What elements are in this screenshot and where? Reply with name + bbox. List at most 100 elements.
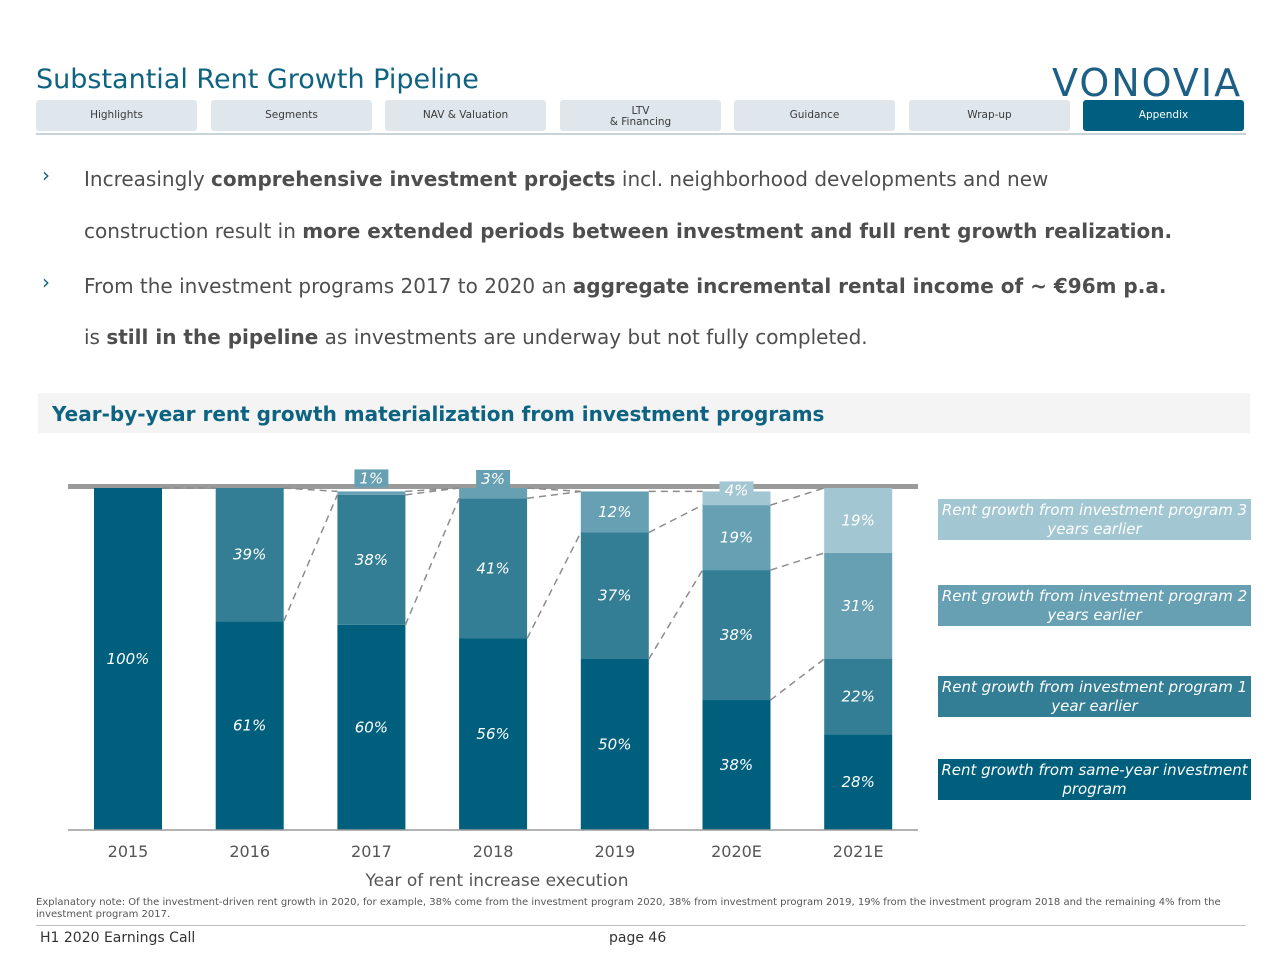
chevron-right-icon: › [42,270,50,294]
legend-label: Rent growth from investment program 2 ye… [941,587,1248,624]
data-label: 100% [107,650,150,668]
dashed-connector [526,532,582,639]
footer-event: H1 2020 Earnings Call [40,930,196,946]
legend-item-three-years: Rent growth from investment program 3 ye… [938,499,1251,540]
bar-segment [337,624,406,830]
data-label: 39% [233,546,266,564]
tab-appendix[interactable]: Appendix [1083,100,1244,131]
data-label: 1% [360,469,384,487]
dashed-connector [770,552,825,571]
bar-segment [702,700,771,830]
data-label: 61% [233,717,266,735]
tab-nav-valuation[interactable]: NAV & Valuation [385,100,546,131]
tab-wrap-up[interactable]: Wrap-up [909,100,1070,131]
dashed-connector [527,487,581,493]
text-run: Increasingly [84,167,212,191]
dashed-connector [770,487,825,506]
nav-divider [36,133,1246,135]
bar-segment [702,570,771,701]
dashed-connector [283,487,338,493]
data-label: 56% [476,725,509,743]
small-label-bg [719,481,754,500]
data-label: 50% [598,736,631,754]
vonovia-logo: VONOVIA [1052,61,1242,102]
svg-text:VONOVIA: VONOVIA [1052,61,1242,102]
x-tick-label: 2019 [594,842,635,861]
data-label: 31% [842,597,875,615]
tab-segments[interactable]: Segments [211,100,372,131]
tab-guidance[interactable]: Guidance [734,100,895,131]
bullet-1-line-2: construction result in more extended per… [84,219,1172,243]
dashed-connector [527,490,581,500]
dashed-connector [648,569,704,660]
x-tick-label: 2020E [711,842,762,861]
legend-label: Rent growth from investment program 1 ye… [941,678,1248,715]
text-run: From the investment programs 2017 to 202… [84,274,573,298]
bar-segment [459,488,528,499]
bar-segment [580,659,649,830]
bar-segment [337,494,406,625]
dashed-connector [405,487,460,496]
bar-segment [580,532,649,659]
x-tick-label: 2015 [108,842,149,861]
bar-segment [824,659,893,735]
bullet-2-line-2: is still in the pipeline as investments … [84,325,868,349]
page-number: page 46 [609,930,667,946]
data-label: 3% [481,470,505,488]
bold-text-run: still in the pipeline [106,325,319,349]
section-heading: Year-by-year rent growth materialization… [52,402,825,426]
text-run: incl. neighborhood developments and new [615,167,1049,191]
data-label: 28% [842,773,875,791]
data-label: 22% [842,688,875,706]
data-label: 41% [476,559,509,577]
text-run: is [84,325,107,349]
bar-segment [94,488,162,830]
x-tick-label: 2016 [229,842,270,861]
data-label: 19% [842,511,875,529]
x-tick-label: 2017 [351,842,392,861]
bar-segment [824,734,893,830]
dashed-connector [405,487,460,493]
data-label: 12% [598,503,631,521]
bar-segment [459,638,528,830]
text-run: as investments are underway but not full… [318,325,868,349]
x-tick-label: 2018 [473,842,514,861]
small-label-bg [476,470,511,488]
footer-divider [36,925,1246,926]
legend-label: Rent growth from same-year investment pr… [941,761,1248,798]
chevron-right-icon: › [42,163,50,187]
bar-segment [215,621,284,830]
bar-segment [459,498,528,639]
data-label: 38% [720,756,753,774]
dashed-connector [770,658,825,701]
bar-segment [824,552,893,659]
legend-item-same-year: Rent growth from same-year investment pr… [938,759,1251,800]
text-run: construction result in [84,219,303,243]
data-label: 37% [598,587,631,605]
bar-segment [824,488,893,553]
legend-item-two-years: Rent growth from investment program 2 ye… [938,585,1251,626]
bar-segment [580,491,649,533]
dashed-connector [648,504,703,534]
bar-segment [702,505,771,571]
data-label: 38% [355,551,388,569]
stacked-bar-chart: 100% 2015 61% 39% 2016 60% 38% 1% 2017 56% 41% 3% 20… [68,469,918,891]
tab-highlights[interactable]: Highlights [36,100,197,131]
bullet-1-line-1: Increasingly comprehensive investment pr… [84,167,1048,191]
bold-text-run: aggregate incremental rental income of ~… [572,274,1167,298]
dashed-connector [404,497,460,626]
explanatory-note: Explanatory note: Of the investment-driv… [36,897,1221,920]
bullet-2-line-1: From the investment programs 2017 to 202… [84,274,1166,298]
x-tick-label: 2021E [833,842,884,861]
legend-label: Rent growth from investment program 3 ye… [941,501,1248,538]
x-axis-label: Year of rent increase execution [364,871,628,891]
bold-text-run: comprehensive investment projects [211,167,616,191]
section-heading-band [38,393,1250,433]
data-label: 4% [725,481,749,499]
page-title: Substantial Rent Growth Pipeline [36,64,479,95]
dashed-connector [283,494,339,622]
bar-segment [215,488,284,622]
legend-item-one-year: Rent growth from investment program 1 ye… [938,676,1251,717]
tab-ltv-financing[interactable]: LTV & Financing [560,100,721,131]
data-label: 38% [720,626,753,644]
